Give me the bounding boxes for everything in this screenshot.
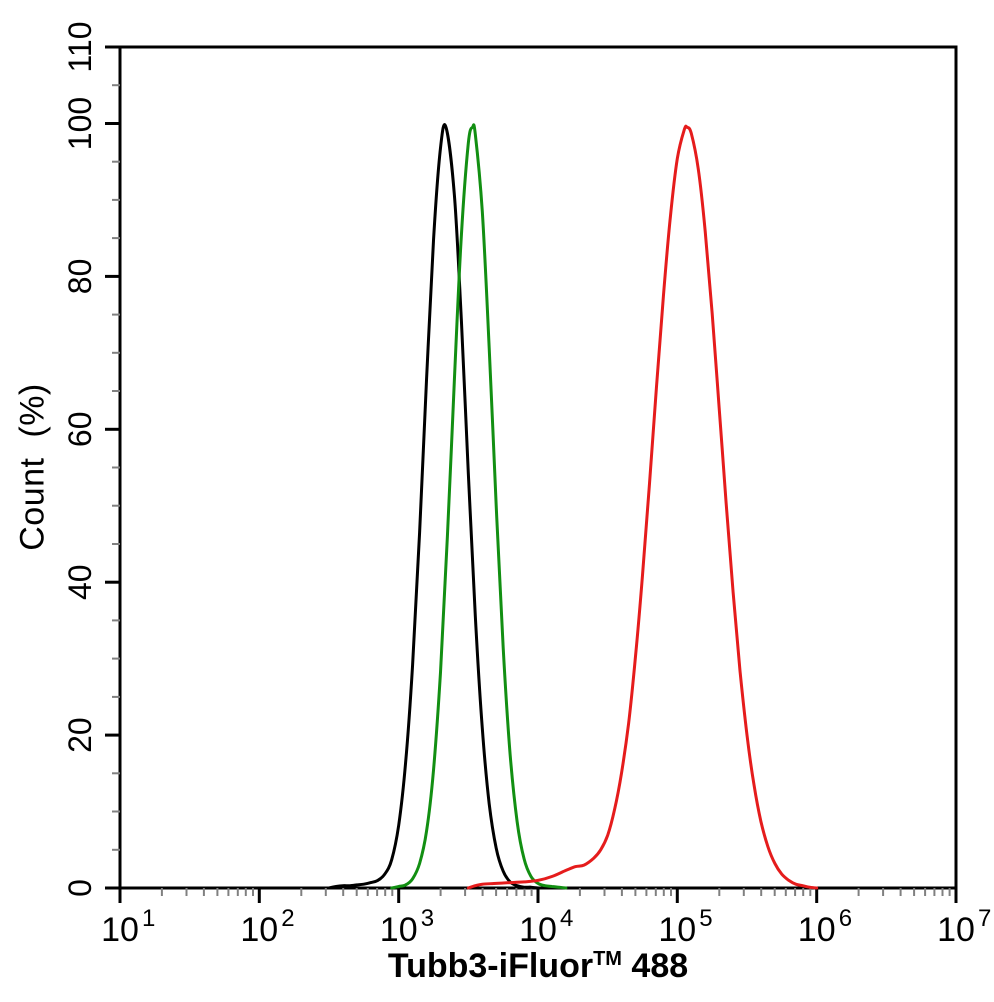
x-tick-label: 10 <box>937 911 975 949</box>
series-green-peak <box>390 123 568 890</box>
y-tick-label: 20 <box>62 717 98 753</box>
series-black-peak <box>327 123 540 890</box>
series-red-peak <box>466 124 819 890</box>
x-tick-exponent: 5 <box>699 905 712 932</box>
x-tick-label: 10 <box>519 911 557 949</box>
x-axis-label-suffix: 488 <box>621 947 689 985</box>
x-tick-exponent: 3 <box>421 905 434 932</box>
x-tick-exponent: 6 <box>839 905 852 932</box>
y-tick-label: 80 <box>62 259 98 295</box>
y-axis-label: Count (%) <box>13 383 52 551</box>
x-tick-label: 10 <box>380 911 418 949</box>
y-tick-label: 110 <box>62 21 98 72</box>
plot-box <box>118 45 958 890</box>
x-tick-label: 10 <box>101 911 139 949</box>
y-tick-label: 60 <box>62 412 98 448</box>
x-tick-exponent: 2 <box>281 905 294 932</box>
x-axis-label-main: Tubb3-iFluor <box>387 947 594 985</box>
x-tick-exponent: 4 <box>560 905 573 932</box>
y-tick-label: 40 <box>62 564 98 600</box>
x-tick-label: 10 <box>240 911 278 949</box>
x-tick-exponent: 1 <box>142 905 155 932</box>
y-tick-label: 100 <box>62 97 98 150</box>
x-axis-label: Tubb3-iFluorTM 488 <box>388 947 688 986</box>
x-tick-label: 10 <box>798 911 836 949</box>
x-tick-exponent: 7 <box>978 905 991 932</box>
y-tick-label: 0 <box>62 879 98 897</box>
trademark-symbol: TM <box>593 948 622 970</box>
x-tick-label: 10 <box>658 911 696 949</box>
